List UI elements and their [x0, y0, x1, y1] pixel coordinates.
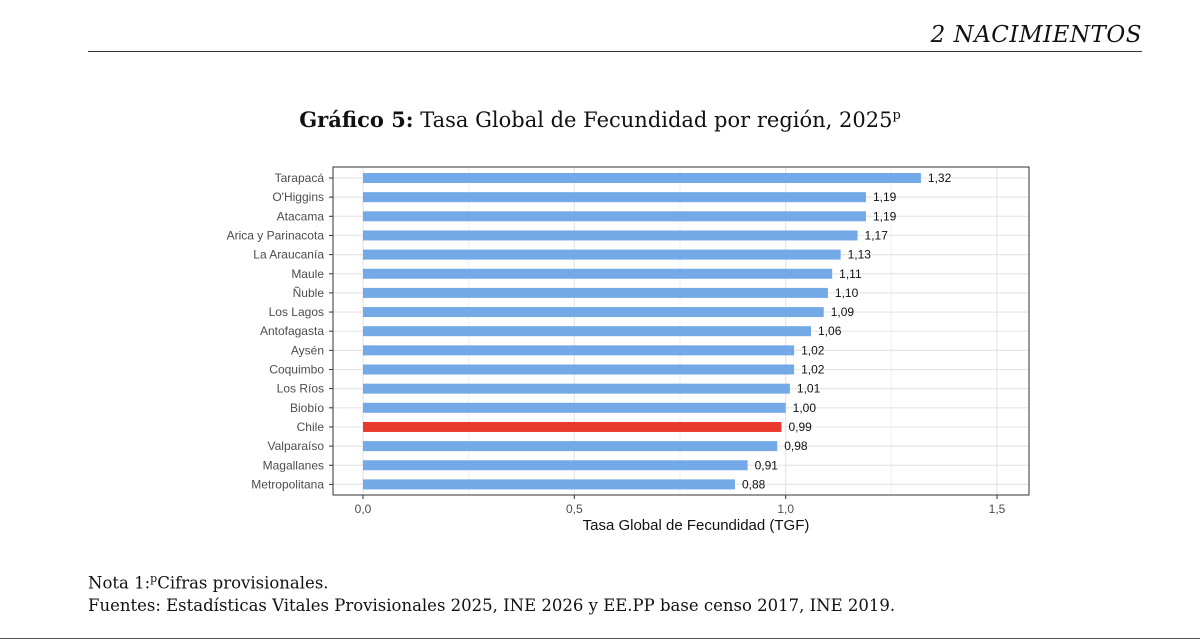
data-label: 0,98: [784, 439, 808, 453]
x-axis-title: Tasa Global de Fecundidad (TGF): [583, 517, 810, 534]
y-tick-label: Chile: [297, 420, 325, 434]
bar: [363, 287, 828, 298]
data-label: 1,00: [793, 401, 817, 415]
header-rule: [88, 51, 1142, 52]
data-label: 0,99: [788, 420, 812, 434]
note-prefix: Nota 1:: [88, 573, 151, 593]
bar: [363, 364, 795, 375]
bar: [363, 402, 786, 413]
data-label: 1,02: [801, 363, 825, 377]
y-tick-label: Metropolitana: [251, 477, 324, 491]
y-tick-label: Atacama: [277, 209, 325, 223]
bar: [363, 268, 833, 279]
data-label: 1,32: [928, 171, 952, 185]
bar: [363, 441, 778, 452]
data-label: 1,17: [865, 228, 889, 242]
bar: [363, 479, 735, 490]
footer-rule: [0, 638, 1200, 639]
y-tick-label: Magallanes: [263, 458, 324, 472]
note-line: Nota 1:pCifras provisionales.: [88, 568, 895, 595]
note-sup: p: [150, 572, 158, 585]
data-label: 1,06: [818, 324, 842, 338]
figure-title: Gráfico 5: Tasa Global de Fecundidad por…: [0, 107, 1200, 132]
y-tick-label: Aysén: [291, 343, 324, 357]
notes: Nota 1:pCifras provisionales. Fuentes: E…: [88, 568, 895, 617]
bar: [363, 345, 795, 356]
bar: [363, 230, 858, 241]
figure-title-sup: p: [892, 108, 901, 123]
bar: [363, 383, 790, 394]
data-label: 1,02: [801, 343, 825, 357]
y-tick-label: O'Higgins: [272, 190, 324, 204]
y-tick-label: La Araucanía: [253, 248, 324, 262]
note-text: Cifras provisionales.: [157, 573, 329, 593]
y-tick-label: Maule: [291, 267, 324, 281]
data-label: 0,88: [742, 477, 766, 491]
bar: [363, 211, 866, 222]
y-tick-label: Tarapacá: [275, 171, 325, 185]
figure-title-text: Tasa Global de Fecundidad por región, 20…: [420, 108, 893, 132]
section-header: 2 NACIMIENTOS: [930, 22, 1142, 48]
bar: [363, 307, 824, 318]
data-label: 1,19: [873, 209, 897, 223]
bar: [363, 249, 841, 260]
data-label: 1,11: [839, 267, 862, 281]
data-label: 1,19: [873, 190, 897, 204]
figure-label: Gráfico 5:: [299, 107, 414, 132]
bar: [363, 173, 921, 183]
y-tick-label: Los Ríos: [277, 382, 324, 396]
data-label: 1,10: [835, 286, 859, 300]
bar: [363, 192, 866, 203]
data-label: 0,91: [755, 458, 779, 472]
y-tick-label: Antofagasta: [260, 324, 324, 338]
bar: [363, 460, 748, 471]
y-tick-label: Los Lagos: [269, 305, 324, 319]
x-tick-label: 0,0: [355, 502, 372, 516]
data-label: 1,13: [848, 248, 872, 262]
data-label: 1,01: [797, 382, 821, 396]
y-tick-label: Arica y Parinacota: [227, 228, 325, 242]
bar: [363, 326, 812, 337]
data-label: 1,09: [831, 305, 855, 319]
x-tick-label: 1,5: [989, 502, 1006, 516]
x-tick-label: 1,0: [777, 502, 794, 516]
y-tick-label: Coquimbo: [269, 363, 324, 377]
y-tick-label: Valparaíso: [268, 439, 325, 453]
y-tick-label: Biobío: [290, 401, 324, 415]
x-tick-label: 0,5: [566, 502, 583, 516]
panel-border: [332, 166, 1030, 496]
bar: [363, 421, 782, 432]
y-tick-label: Ñuble: [293, 286, 325, 300]
sources-line: Fuentes: Estadísticas Vitales Provisiona…: [88, 595, 896, 615]
